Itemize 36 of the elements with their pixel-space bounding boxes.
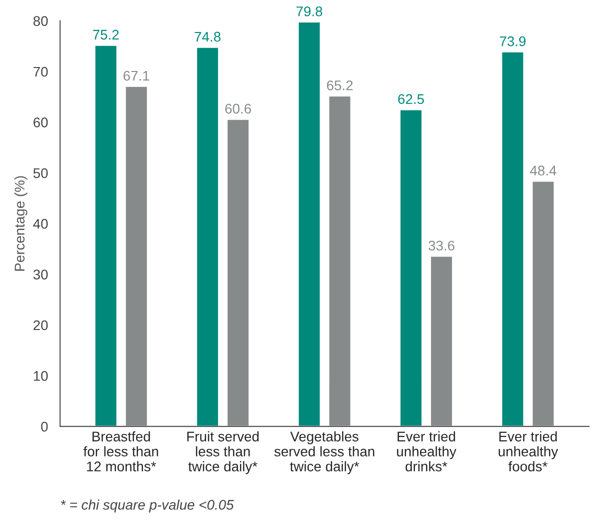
y-tick-label: 10 bbox=[34, 371, 48, 381]
y-tick-label: 30 bbox=[33, 270, 48, 280]
x-tick-label: Breastfed for less than 12 months* bbox=[83, 431, 158, 472]
bar bbox=[500, 51, 525, 426]
bar bbox=[226, 118, 250, 426]
x-tick-label: Vegetables served less than twice daily* bbox=[274, 431, 374, 474]
y-axis-title: Percentage (%) bbox=[14, 176, 28, 271]
data-label: 75.2 bbox=[93, 30, 119, 40]
y-tick-label: 70 bbox=[34, 66, 48, 77]
bar bbox=[297, 21, 322, 426]
y-tick-label: 0 bbox=[41, 422, 48, 432]
y-tick-label: 50 bbox=[33, 168, 48, 178]
x-tick-label: Fruit served less than twice daily* bbox=[187, 431, 259, 474]
data-label: 67.1 bbox=[124, 70, 150, 81]
y-tick-label: 40 bbox=[33, 218, 48, 229]
bar bbox=[328, 95, 352, 426]
data-label: 79.8 bbox=[296, 6, 322, 16]
y-tick-label: 20 bbox=[34, 320, 48, 330]
data-label: 48.4 bbox=[530, 166, 556, 176]
data-label: 62.5 bbox=[398, 94, 424, 104]
x-tick-label: Ever tried unhealthy drinks* bbox=[397, 431, 456, 472]
bar bbox=[399, 108, 423, 426]
text: * = chi square p-value <0.05 bbox=[60, 500, 234, 512]
bar bbox=[196, 46, 220, 426]
bar bbox=[430, 255, 454, 426]
y-tick-label: 60 bbox=[34, 118, 48, 128]
data-label: 33.6 bbox=[428, 240, 454, 251]
data-label: 65.2 bbox=[326, 80, 353, 90]
x-tick-label: Ever tried unhealthy foods* bbox=[498, 431, 558, 472]
bar bbox=[124, 86, 148, 426]
data-label: 60.6 bbox=[225, 104, 251, 114]
data-label: 74.8 bbox=[194, 32, 220, 42]
bar bbox=[531, 180, 556, 426]
data-label: 73.9 bbox=[500, 36, 526, 46]
bar bbox=[94, 44, 118, 426]
y-tick-label: 80 bbox=[33, 16, 48, 26]
